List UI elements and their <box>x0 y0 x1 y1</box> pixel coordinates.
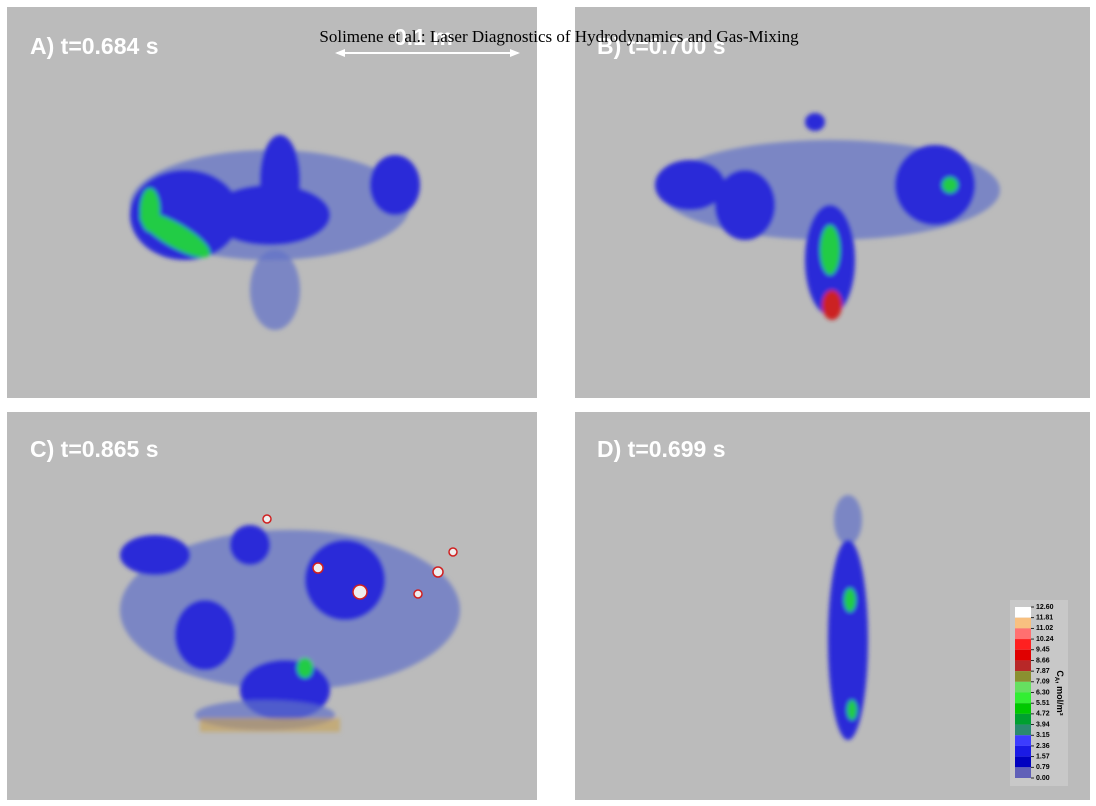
colorbar-segment <box>1015 607 1031 618</box>
colorbar-segment <box>1015 618 1031 629</box>
colorbar-tick-label: 11.81 <box>1036 615 1053 622</box>
colorbar-tick-label: 5.51 <box>1036 700 1050 707</box>
figure: 0.1 m A) t=0.684 s B) t=0.700 s C) t=0.8… <box>0 0 1096 806</box>
bubble <box>414 590 422 598</box>
colorbar-segment <box>1015 693 1031 704</box>
colorbar-segment <box>1015 660 1031 671</box>
colorbar-tick-label: 3.94 <box>1036 721 1050 728</box>
colorbar-segment <box>1015 746 1031 757</box>
colorbar-tick-label: 0.00 <box>1036 775 1050 782</box>
colorbar-tick-label: 11.02 <box>1036 625 1053 632</box>
colorbar-tick-label: 7.09 <box>1036 679 1050 686</box>
colorbar-segment <box>1015 703 1031 714</box>
colorbar-segment <box>1015 735 1031 746</box>
colorbar-tick-label: 2.36 <box>1036 743 1050 750</box>
bubble <box>313 563 323 573</box>
running-header: Solimene et al.: Laser Diagnostics of Hy… <box>319 27 799 46</box>
colorbar-tick-label: 4.72 <box>1036 711 1050 718</box>
label-unit: , mol/m³ <box>1055 681 1065 716</box>
colorbar-tick-label: 8.66 <box>1036 657 1050 664</box>
colorbar-segment <box>1015 639 1031 650</box>
colorbar-tick-label: 3.15 <box>1036 732 1050 739</box>
colorbar-segment <box>1015 725 1031 736</box>
colorbar-segment <box>1015 628 1031 639</box>
colorbar-segment <box>1015 682 1031 693</box>
colorbar-tick-label: 9.45 <box>1036 647 1050 654</box>
colorbar-segment <box>1015 757 1031 768</box>
colorbar-tick-label: 1.57 <box>1036 753 1050 760</box>
colorbar-tick-label: 0.79 <box>1036 764 1050 771</box>
panel-label: D) t=0.699 s <box>597 436 726 462</box>
colorbar-segment <box>1015 714 1031 725</box>
colorbar-tick-label: 7.87 <box>1036 668 1050 675</box>
bubble <box>353 585 367 599</box>
colorbar-tick-label: 6.30 <box>1036 689 1050 696</box>
bubble <box>263 515 271 523</box>
colorbar-tick-label: 12.60 <box>1036 604 1054 611</box>
colorbar-tick-label: 10.24 <box>1036 636 1054 643</box>
panel-label: C) t=0.865 s <box>30 436 159 462</box>
bubble <box>433 567 443 577</box>
colorbar-segment <box>1015 767 1031 778</box>
colorbar-segment <box>1015 650 1031 661</box>
panel-label: A) t=0.684 s <box>30 33 159 59</box>
bubble <box>449 548 457 556</box>
colorbar-segment <box>1015 671 1031 682</box>
